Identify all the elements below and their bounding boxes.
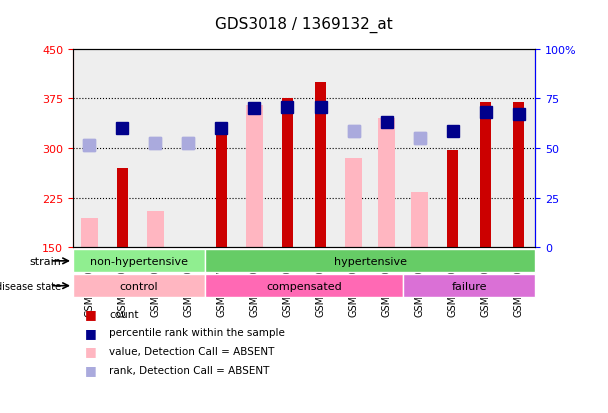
Bar — [147, 211, 164, 248]
Bar — [480, 102, 491, 248]
Text: GDS3018 / 1369132_at: GDS3018 / 1369132_at — [215, 17, 393, 33]
Bar — [81, 218, 98, 248]
Bar — [411, 193, 428, 248]
FancyBboxPatch shape — [73, 250, 205, 273]
Text: value, Detection Call = ABSENT: value, Detection Call = ABSENT — [109, 346, 275, 356]
FancyBboxPatch shape — [73, 275, 205, 297]
Text: failure: failure — [451, 281, 487, 291]
Text: ■: ■ — [85, 344, 97, 358]
Text: compensated: compensated — [266, 281, 342, 291]
Text: ■: ■ — [85, 326, 97, 339]
Bar — [216, 129, 227, 248]
Bar — [117, 169, 128, 248]
Bar — [345, 159, 362, 248]
Text: rank, Detection Call = ABSENT: rank, Detection Call = ABSENT — [109, 365, 270, 375]
Text: hypertensive: hypertensive — [334, 256, 407, 266]
Text: disease state: disease state — [0, 281, 61, 291]
Text: percentile rank within the sample: percentile rank within the sample — [109, 328, 285, 337]
Text: ■: ■ — [85, 363, 97, 376]
Text: count: count — [109, 309, 139, 319]
Bar — [282, 99, 293, 248]
Text: non-hypertensive: non-hypertensive — [90, 256, 188, 266]
FancyBboxPatch shape — [205, 250, 535, 273]
Text: control: control — [120, 281, 158, 291]
Bar — [513, 102, 524, 248]
Text: ■: ■ — [85, 307, 97, 320]
FancyBboxPatch shape — [205, 275, 403, 297]
Bar — [246, 106, 263, 248]
Bar — [378, 119, 395, 248]
Bar — [315, 83, 326, 248]
FancyBboxPatch shape — [403, 275, 535, 297]
Bar — [447, 151, 458, 248]
Text: strain: strain — [29, 256, 61, 266]
